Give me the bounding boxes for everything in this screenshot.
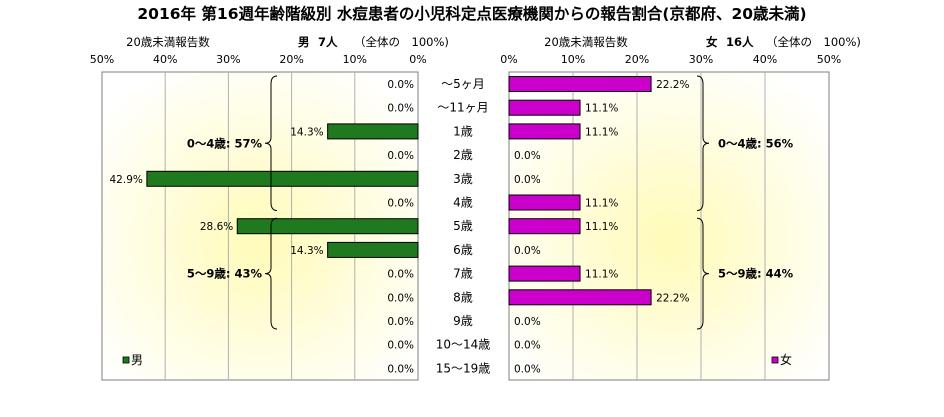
left-count: 7人 [318,35,338,49]
right-group-label: 0～4歳: 56% [718,136,794,150]
male-data-label: 0.0% [387,269,414,281]
data-labels: 0.0% 22.2% 0.0% 11.1% 14.3% 11.1% 0.0% 0.0% 42.9… [110,79,690,375]
female-bar [508,265,581,282]
category-label: 9歳 [453,314,473,328]
female-data-label: 0.0% [514,150,541,162]
left-group-label: 5～9歳: 43% [187,267,263,281]
male-data-label: 0.0% [387,316,414,328]
legend: 男女 [122,352,792,367]
male-data-label: 0.0% [387,340,414,352]
chart-title: 2016年 第16週年齢階級別 水痘患者の小児科定点医療機関からの報告割合(京都… [137,4,806,23]
female-data-label: 11.1% [585,198,618,210]
female-bar [508,99,581,116]
female-data-label: 0.0% [514,316,541,328]
category-label: 1歳 [453,124,473,138]
male-data-label: 0.0% [387,79,414,91]
female-data-label: 0.0% [514,363,541,375]
right-count: 16人 [726,35,754,49]
female-data-label: 0.0% [514,174,541,186]
axis-ticks: 50% 40% 30% 20% 10% 0% 0% 10% 20% 30% 40% 50% [90,53,841,66]
female-bar [508,289,652,306]
female-data-label: 11.1% [585,221,618,233]
female-data-label: 0.0% [514,245,541,257]
male-bar [146,170,419,187]
male-data-label: 14.3% [290,126,323,138]
right-group-label: 5～9歳: 44% [718,267,794,281]
female-bar [508,194,581,211]
right-tick-label: 40% [753,53,777,66]
left-tick-label: 30% [216,53,240,66]
male-data-label: 0.0% [387,292,414,304]
right-total-note: （全体の 100%) [766,35,861,49]
category-label: 6歳 [453,243,473,257]
left-group-brace [264,75,278,211]
left-tick-label: 0% [409,53,426,66]
left-tick-label: 40% [153,53,177,66]
female-bar [508,218,581,235]
right-tick-label: 0% [500,53,517,66]
male-bar [327,123,419,140]
right-tick-label: 50% [817,53,841,66]
left-tick-label: 50% [90,53,114,66]
left-group-label: 0～4歳: 57% [187,136,263,150]
male-data-label: 0.0% [387,103,414,115]
right-group-brace [696,75,710,211]
category-label: 3歳 [453,172,473,186]
female-data-label: 22.2% [656,292,689,304]
female-bar [508,123,581,140]
category-labels: ～5ヶ月 ～11ヶ月 1歳 2歳 3歳 4歳 5歳 6歳 7歳 8歳 9歳 10～14歳 15～19歳 [436,77,491,375]
male-data-label: 14.3% [290,245,323,257]
category-label: 10～14歳 [436,338,491,352]
female-data-label: 22.2% [656,79,689,91]
category-label: 2歳 [453,148,473,162]
female-data-label: 11.1% [585,269,618,281]
right-tick-label: 30% [689,53,713,66]
left-tick-label: 20% [279,53,303,66]
female-bar [508,76,652,92]
female-data-label: 0.0% [514,340,541,352]
right-group-brace [696,217,710,330]
left-sex-label: 男 [298,35,310,49]
male-legend-swatch [122,356,130,364]
male-bar [236,218,419,235]
female-data-label: 11.1% [585,126,618,138]
right-sex-label: 女 [706,35,718,49]
right-tick-label: 20% [625,53,649,66]
left-total-note: （全体の 100%) [354,35,449,49]
category-label: 4歳 [453,196,473,210]
category-label: 15～19歳 [436,361,491,375]
category-label: 7歳 [453,267,473,281]
left-axis-label: 20歳未満報告数 [126,35,210,49]
left-tick-label: 10% [343,53,367,66]
right-tick-label: 10% [561,53,585,66]
female-legend-swatch [771,356,779,364]
male-data-label: 0.0% [387,198,414,210]
group-annotations: 0～4歳: 57% 5～9歳: 43% 0～4歳: 56% 5～9歳: 44% [187,75,794,330]
right-axis-label: 20歳未満報告数 [544,35,628,49]
bars [146,76,652,306]
female-data-label: 11.1% [585,103,618,115]
male-bar [327,241,419,258]
male-data-label: 28.6% [200,221,233,233]
male-data-label: 42.9% [110,174,143,186]
male-data-label: 0.0% [387,363,414,375]
category-label: 8歳 [453,290,473,304]
female-legend-label: 女 [780,352,792,367]
category-label: ～11ヶ月 [437,101,488,115]
male-legend-label: 男 [131,353,143,367]
male-data-label: 0.0% [387,150,414,162]
category-label: 5歳 [453,219,473,233]
category-label: ～5ヶ月 [441,77,485,91]
left-group-brace [264,217,278,330]
